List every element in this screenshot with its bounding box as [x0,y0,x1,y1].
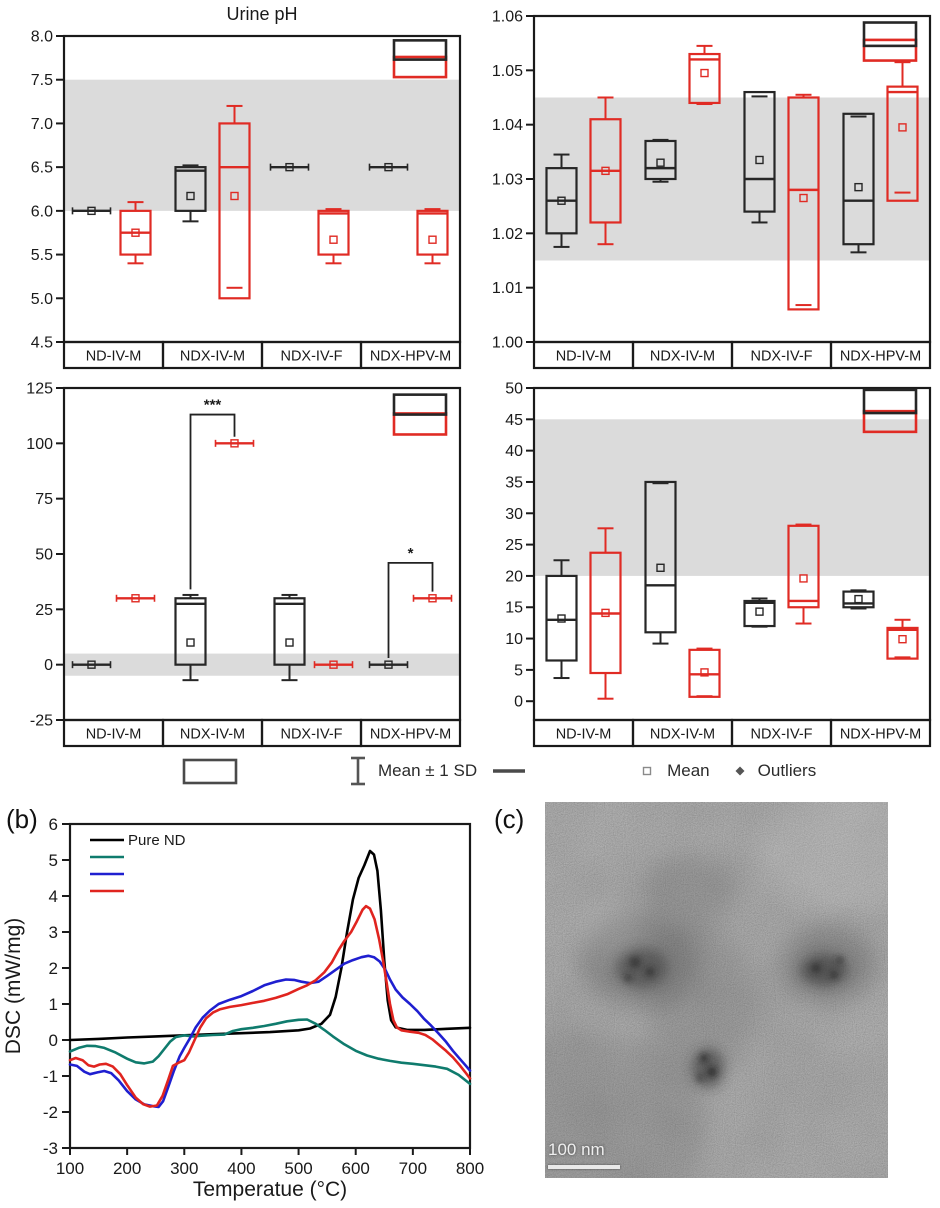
svg-text:2: 2 [49,959,58,978]
boxplot-panel-2: 1.00 1.01 1.02 1.03 1.04 1.05 1.06 ND-IV-M NDX-I… [492,9,932,370]
svg-text:*: * [408,545,414,562]
panel-b-label: (b) [6,804,38,834]
svg-text:40: 40 [505,443,523,460]
y-axis-label: DSC (mW/mg) [2,918,25,1054]
svg-text:NDX-HPV-M: NDX-HPV-M [840,727,921,743]
scale-bar-label: 100 nm [548,1140,605,1159]
svg-text:7.0: 7.0 [31,116,53,133]
svg-text:-1: -1 [43,1067,58,1086]
svg-text:30: 30 [505,506,523,523]
scale-bar: 100 nm [548,1140,620,1169]
svg-text:NDX-IV-F: NDX-IV-F [750,349,812,365]
svg-text:NDX-HPV-M: NDX-HPV-M [370,727,451,743]
scale-bar-line [548,1165,620,1169]
box-symbol [182,758,238,785]
svg-text:0: 0 [514,694,523,711]
svg-text:ND-IV-M: ND-IV-M [86,727,142,743]
outlier-symbol [735,766,745,776]
median-symbol [493,769,526,773]
tem-image [545,802,888,1178]
svg-text:5.5: 5.5 [31,247,53,264]
svg-text:1.05: 1.05 [492,63,523,80]
legend-mean-label: Mean [667,761,710,780]
svg-text:0: 0 [44,657,53,674]
svg-text:ND-IV-M: ND-IV-M [556,349,612,365]
legend-label: Pure ND [128,832,186,849]
svg-text:0: 0 [49,1031,58,1050]
svg-text:6: 6 [49,815,58,834]
svg-text:1.03: 1.03 [492,172,523,189]
svg-text:500: 500 [284,1159,312,1178]
svg-text:200: 200 [113,1159,141,1178]
svg-text:1.04: 1.04 [492,117,523,134]
svg-text:NDX-IV-M: NDX-IV-M [650,349,715,365]
svg-text:700: 700 [399,1159,427,1178]
svg-text:NDX-IV-F: NDX-IV-F [280,727,342,743]
svg-text:4: 4 [49,887,58,906]
svg-text:6.5: 6.5 [31,160,53,177]
svg-text:800: 800 [456,1159,484,1178]
svg-text:400: 400 [227,1159,255,1178]
svg-text:10: 10 [505,631,523,648]
svg-text:7.5: 7.5 [31,72,53,89]
svg-text:NDX-IV-M: NDX-IV-M [180,727,245,743]
svg-text:1.06: 1.06 [492,9,523,26]
svg-text:100: 100 [26,436,53,453]
boxplot-panel-urine-ph: Urine pH 4.5 5.0 5.5 6.0 6.5 7.0 7.5 8.0 ND-IV-M N… [31,4,462,370]
svg-text:1.02: 1.02 [492,226,523,243]
svg-text:NDX-HPV-M: NDX-HPV-M [840,349,921,365]
svg-text:***: *** [204,397,222,414]
legend-mean-sd-label: Mean ± 1 SD [378,761,478,780]
svg-text:NDX-IV-F: NDX-IV-F [280,349,342,365]
boxplot-panel-3: -25 0 25 50 75 100 125 ND-IV-M NDX-IV-M NDX-IV-F N… [26,381,462,748]
svg-text:1.00: 1.00 [492,335,523,352]
svg-text:15: 15 [505,600,523,617]
svg-text:8.0: 8.0 [31,29,53,46]
errorbar-symbol [351,756,365,786]
svg-text:-3: -3 [43,1139,58,1158]
svg-text:NDX-HPV-M: NDX-HPV-M [370,349,451,365]
svg-text:50: 50 [35,547,53,564]
svg-text:35: 35 [505,474,523,491]
panel-c-label: (c) [494,804,525,834]
boxplot-panel-4: 0 5 10 15 20 25 30 35 40 45 50 ND-IV-M NDX-IV-M NDX-I… [505,381,932,748]
svg-text:25: 25 [505,537,523,554]
svg-text:1.01: 1.01 [492,280,523,297]
svg-text:NDX-IV-M: NDX-IV-M [180,349,245,365]
svg-text:5.0: 5.0 [31,291,53,308]
svg-text:45: 45 [505,412,523,429]
svg-text:25: 25 [35,602,53,619]
svg-text:3: 3 [49,923,58,942]
chart-title: Urine pH [226,4,297,24]
svg-text:NDX-IV-F: NDX-IV-F [750,727,812,743]
svg-text:-2: -2 [43,1103,58,1122]
svg-text:50: 50 [505,381,523,398]
svg-text:ND-IV-M: ND-IV-M [556,727,612,743]
svg-text:75: 75 [35,491,53,508]
boxplot-legend: Mean ± 1 SD Mean Outliers [148,748,828,794]
svg-text:6.0: 6.0 [31,203,53,220]
svg-text:-25: -25 [30,713,53,730]
svg-text:4.5: 4.5 [31,335,53,352]
svg-text:1: 1 [49,995,58,1014]
svg-text:5: 5 [514,662,523,679]
svg-text:ND-IV-M: ND-IV-M [86,349,142,365]
svg-text:100: 100 [56,1159,84,1178]
svg-text:20: 20 [505,568,523,585]
dsc-line-chart: 100 200 300 400 500 600 700 800 -3 -2 -1 0 1 2 3 4 5 6 Tem… [2,815,484,1201]
svg-text:125: 125 [26,381,53,398]
x-axis-label: Temperatue (°C) [193,1178,347,1201]
svg-text:NDX-IV-M: NDX-IV-M [650,727,715,743]
svg-text:300: 300 [170,1159,198,1178]
svg-text:5: 5 [49,851,58,870]
svg-text:600: 600 [342,1159,370,1178]
legend-outliers-label: Outliers [757,761,817,780]
mean-symbol [642,766,652,776]
tem-panel: 100 nm [490,800,940,1208]
